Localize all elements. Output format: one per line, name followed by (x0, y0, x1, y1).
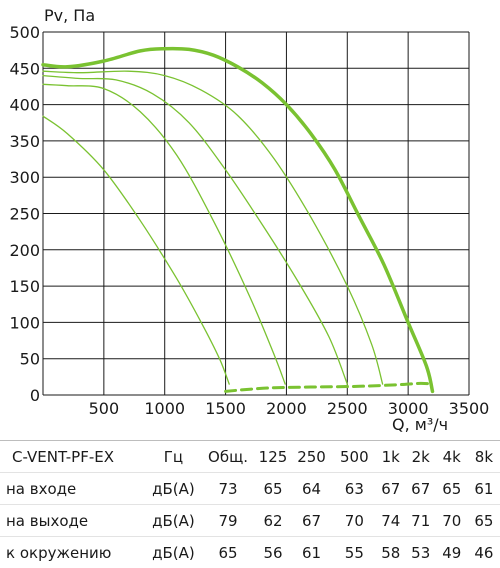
row-value: 61 (290, 537, 333, 568)
x-tick-label: 2500 (327, 399, 368, 418)
x-tick-label: 1500 (205, 399, 246, 418)
row-value: 67 (406, 473, 436, 505)
row-value: 61 (468, 473, 500, 505)
y-tick-label: 400 (9, 96, 40, 115)
row-total: 65 (200, 537, 256, 568)
y-tick-label: 450 (9, 59, 40, 78)
row-value: 65 (436, 473, 468, 505)
row-value: 67 (376, 473, 406, 505)
row-value: 46 (468, 537, 500, 568)
x-tick-label: 500 (89, 399, 120, 418)
row-label: на выходе (0, 505, 147, 537)
row-value: 62 (256, 505, 290, 537)
header-hz: Гц (147, 441, 201, 473)
y-tick-label: 350 (9, 132, 40, 151)
header-band: 2k (406, 441, 436, 473)
y-tick-label: 0 (30, 386, 40, 405)
row-value: 70 (333, 505, 376, 537)
header-band: 8k (468, 441, 500, 473)
header-band: 1k (376, 441, 406, 473)
y-tick-labels: 0 50 100 150 200 250 300 350 400 450 500 (9, 23, 40, 405)
row-unit: дБ(А) (147, 537, 201, 568)
row-value: 74 (376, 505, 406, 537)
x-tick-label: 1000 (144, 399, 185, 418)
y-tick-label: 100 (9, 313, 40, 332)
row-value: 56 (256, 537, 290, 568)
y-tick-label: 500 (9, 23, 40, 42)
header-band: 500 (333, 441, 376, 473)
chart-grid (43, 32, 469, 395)
y-tick-label: 150 (9, 277, 40, 296)
y-tick-label: 50 (20, 350, 40, 369)
y-tick-label: 300 (9, 168, 40, 187)
x-tick-label: 2000 (266, 399, 307, 418)
row-label: к окружению (0, 537, 147, 568)
y-axis-label: Pv, Па (44, 6, 95, 25)
pressure-curve (43, 71, 383, 384)
row-value: 65 (256, 473, 290, 505)
operating-limit-curve (226, 383, 433, 391)
x-tick-label: 3500 (449, 399, 490, 418)
row-value: 70 (436, 505, 468, 537)
y-tick-label: 200 (9, 241, 40, 260)
header-band: 125 (256, 441, 290, 473)
model-name: C-VENT-PF-EX (0, 441, 147, 473)
row-value: 49 (436, 537, 468, 568)
header-total: Общ. (200, 441, 256, 473)
row-label: на входе (0, 473, 147, 505)
row-total: 73 (200, 473, 256, 505)
row-unit: дБ(А) (147, 473, 201, 505)
row-value: 63 (333, 473, 376, 505)
header-band: 4k (436, 441, 468, 473)
y-tick-label: 250 (9, 205, 40, 224)
row-total: 79 (200, 505, 256, 537)
pressure-curve-max (43, 49, 433, 392)
row-unit: дБ(А) (147, 505, 201, 537)
row-value: 58 (376, 537, 406, 568)
row-value: 64 (290, 473, 333, 505)
pressure-curve (43, 84, 285, 384)
row-value: 53 (406, 537, 436, 568)
row-value: 71 (406, 505, 436, 537)
fan-performance-chart: 0 50 100 150 200 250 300 350 400 450 500 500 1000 15… (0, 0, 500, 440)
row-value: 65 (468, 505, 500, 537)
row-value: 67 (290, 505, 333, 537)
chart-series (43, 49, 433, 392)
header-band: 250 (290, 441, 333, 473)
row-value: 55 (333, 537, 376, 568)
x-axis-label: Q, м³/ч (392, 415, 448, 434)
